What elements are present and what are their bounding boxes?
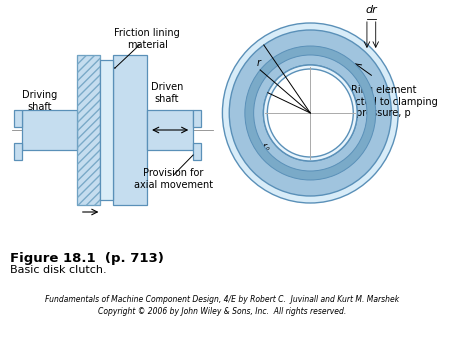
Text: r: r — [257, 57, 261, 68]
Text: Copyright © 2006 by John Wiley & Sons, Inc.  All rights reserved.: Copyright © 2006 by John Wiley & Sons, I… — [98, 307, 346, 316]
Text: Provision for
axial movement: Provision for axial movement — [134, 168, 213, 190]
Polygon shape — [14, 110, 22, 127]
Text: Driven
shaft: Driven shaft — [151, 82, 183, 104]
Polygon shape — [113, 55, 147, 205]
Text: Ring element
subjected to clamping
pressure, p: Ring element subjected to clamping press… — [329, 85, 438, 118]
Text: Driving
shaft: Driving shaft — [22, 90, 58, 112]
Polygon shape — [147, 110, 193, 150]
Text: Fundamentals of Machine Component Design, 4/E by Robert C.  Juvinall and Kurt M.: Fundamentals of Machine Component Design… — [45, 295, 400, 304]
Text: Friction lining
material: Friction lining material — [114, 28, 180, 50]
Circle shape — [267, 69, 353, 157]
Circle shape — [222, 23, 398, 203]
Text: rᴵ: rᴵ — [279, 90, 285, 100]
Polygon shape — [193, 110, 201, 127]
Polygon shape — [77, 55, 100, 205]
Text: rₒ: rₒ — [262, 142, 270, 151]
Wedge shape — [229, 30, 392, 196]
Text: Basic disk clutch.: Basic disk clutch. — [10, 265, 107, 275]
Polygon shape — [14, 143, 22, 160]
Circle shape — [263, 65, 357, 161]
Text: Figure 18.1  (p. 713): Figure 18.1 (p. 713) — [10, 252, 164, 265]
Polygon shape — [193, 143, 201, 160]
Wedge shape — [245, 46, 376, 180]
Text: dr: dr — [365, 5, 377, 15]
Polygon shape — [100, 60, 113, 200]
Polygon shape — [22, 110, 77, 150]
